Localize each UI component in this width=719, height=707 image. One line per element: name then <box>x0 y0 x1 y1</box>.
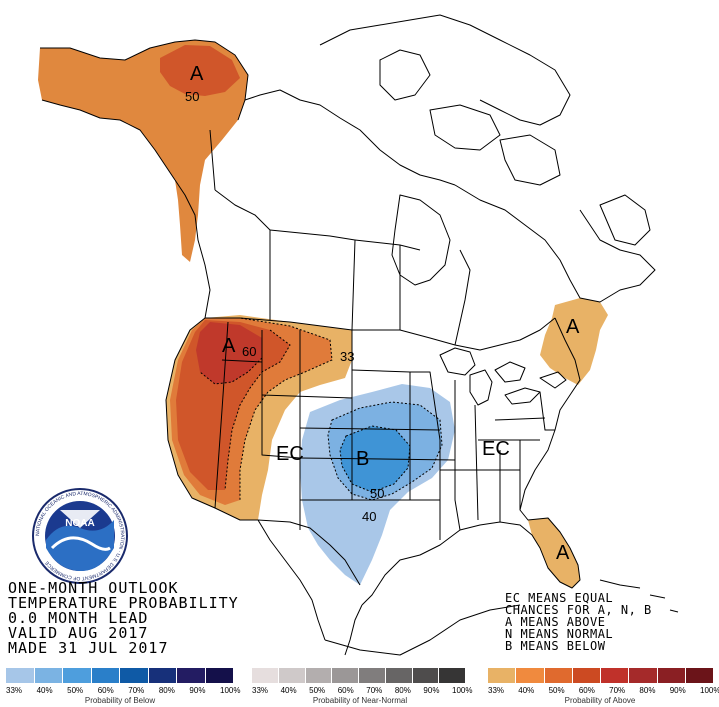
florida-category-label: A <box>556 542 570 564</box>
legend-normal-tick: 33% <box>252 686 269 695</box>
legend-normal-tick: 80% <box>394 686 411 695</box>
legend-normal-swatch <box>412 668 439 683</box>
legend-above-swatch <box>544 668 572 683</box>
alaska-above-33-area <box>38 40 248 262</box>
legend-above-swatch <box>516 668 544 683</box>
legend-normal-tick: 60% <box>337 686 354 695</box>
legend-normal-swatch <box>385 668 412 683</box>
legend-normal-swatch <box>332 668 358 683</box>
legend-normal-title: Probability of Near-Normal <box>312 696 408 705</box>
legend-normal-swatch <box>359 668 385 683</box>
west-contour-label: 60 <box>242 344 256 359</box>
west-above-60-area <box>196 322 262 384</box>
legend-below-swatch <box>63 668 91 683</box>
legend-normal-swatch <box>278 668 305 683</box>
outlook-title-line-2: TEMPERATURE PROBABILITY <box>8 594 239 612</box>
central-ec-label: EC <box>276 443 304 465</box>
legend-below-title: Probability of Below <box>84 696 156 705</box>
legend-above-tick: 50% <box>548 686 565 695</box>
map-boundaries <box>40 14 679 656</box>
legend-below-swatch <box>205 668 233 683</box>
west-category-label: A <box>222 335 236 357</box>
legend-below-tick: 33% <box>6 686 23 695</box>
legend-above-swatch <box>629 668 657 683</box>
legend-below-swatch <box>91 668 119 683</box>
outlook-title-line-3: 0.0 MONTH LEAD <box>8 609 149 627</box>
outlook-title-line-4: VALID AUG 2017 <box>8 624 149 642</box>
outlook-title-line-5: MADE 31 JUL 2017 <box>8 639 169 657</box>
key-line-5: B MEANS BELOW <box>505 639 606 653</box>
legend-normal-tick: 40% <box>280 686 297 695</box>
outlook-title-line-1: ONE-MONTH OUTLOOK <box>8 579 179 597</box>
east-ec-label: EC <box>482 438 510 460</box>
outlook-map: A 50 A 60 33 EC EC B 50 40 A A NOAA NATI… <box>32 14 679 656</box>
legend-above-tick: 33% <box>488 686 505 695</box>
alaska-category-label: A <box>190 63 204 85</box>
alaska-contour-label: 50 <box>185 89 199 104</box>
legend-above-swatch <box>488 668 516 683</box>
northeast-above-area <box>540 298 608 385</box>
legend-above-tick: 70% <box>609 686 626 695</box>
legend-below-swatch <box>148 668 176 683</box>
legend-below-tick: 60% <box>97 686 114 695</box>
legend-above-title: Probability of Above <box>564 696 636 705</box>
legend-below-swatch <box>177 668 205 683</box>
legend-normal-tick: 70% <box>366 686 383 695</box>
below-category-label: B <box>356 448 369 470</box>
legend-above-tick: 40% <box>518 686 535 695</box>
noaa-logo-text: NOAA <box>65 518 94 529</box>
legend-below-tick: 100% <box>220 686 241 695</box>
legend-above-swatch <box>601 668 629 683</box>
probability-contours <box>199 317 443 501</box>
key-line-1: EC MEANS EQUAL <box>505 591 614 605</box>
legend-normal-swatch <box>439 668 465 683</box>
legend-above-swatch <box>657 668 685 683</box>
legend-below-swatch <box>6 668 34 683</box>
key-line-3: A MEANS ABOVE <box>505 615 606 629</box>
florida-above-area <box>528 518 580 588</box>
legend-below-tick: 90% <box>189 686 206 695</box>
legend-above-tick: 90% <box>669 686 686 695</box>
legend-below-tick: 80% <box>158 686 175 695</box>
legend-above-tick: 60% <box>578 686 595 695</box>
legend-below-swatch <box>120 668 148 683</box>
noaa-logo: NOAA NATIONAL OCEANIC AND ATMOSPHERIC AD… <box>32 488 128 584</box>
legend-normal-swatch <box>305 668 332 683</box>
legend-above-swatch <box>685 668 713 683</box>
legend-normal-tick: 90% <box>423 686 440 695</box>
key-line-4: N MEANS NORMAL <box>505 627 614 641</box>
legend-below-tick: 70% <box>128 686 145 695</box>
legend-normal-swatch <box>252 668 278 683</box>
alaska-above-50-area <box>160 45 240 96</box>
legend-above-tick: 100% <box>700 686 719 695</box>
below-contour-50-label: 50 <box>370 486 384 501</box>
northeast-category-label: A <box>566 316 580 338</box>
legend-below-swatch <box>34 668 62 683</box>
plains-contour-label: 33 <box>340 349 354 364</box>
legend-above-swatch <box>572 668 600 683</box>
key-line-2: CHANCES FOR A, N, B <box>505 603 652 617</box>
legend-above-tick: 80% <box>639 686 656 695</box>
legend-normal-tick: 100% <box>452 686 473 695</box>
legend-normal-tick: 50% <box>309 686 326 695</box>
below-contour-40-label: 40 <box>362 509 376 524</box>
legend-below-tick: 50% <box>67 686 84 695</box>
legend-below-tick: 40% <box>36 686 53 695</box>
